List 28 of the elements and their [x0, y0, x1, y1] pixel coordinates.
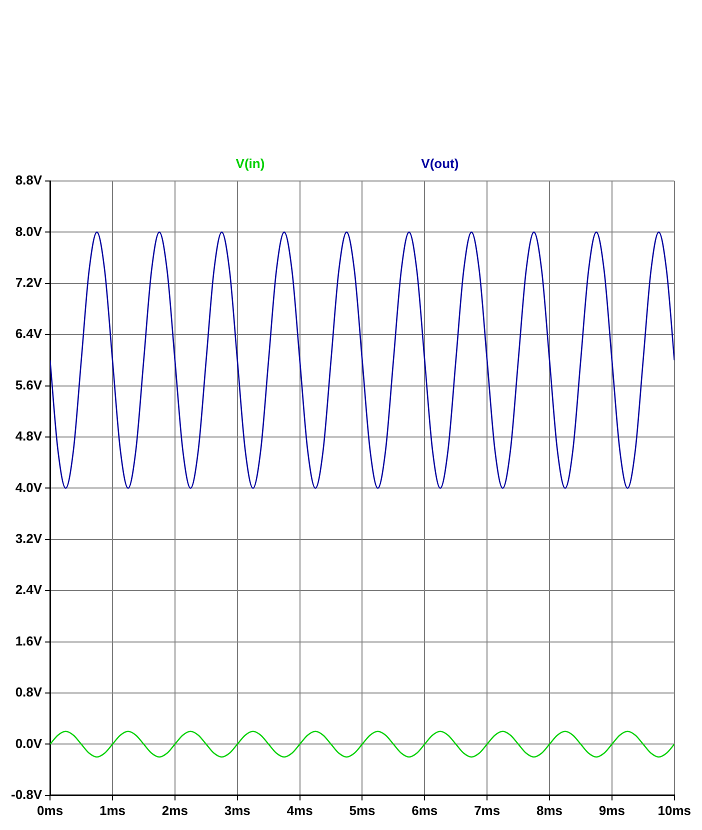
x-tick-label: 0ms: [37, 802, 64, 818]
text: V(out): [421, 156, 459, 172]
x-tick-label: 7ms: [474, 802, 500, 818]
y-tick-label: 8.8V: [15, 172, 42, 188]
y-tick-label: 1.6V: [15, 633, 42, 648]
y-tick-label: 8.0V: [15, 224, 42, 239]
line-series: [50, 730, 674, 758]
y-tick-label: 5.6V: [15, 377, 42, 392]
y-tick-label: 4.0V: [15, 480, 42, 495]
x-tick-label: 8ms: [536, 802, 563, 818]
y-tick-label: 2.4V: [15, 582, 42, 598]
x-tick-label: 5ms: [349, 802, 376, 818]
x-tick-label: 6ms: [412, 802, 438, 818]
y-tick-label: 4.8V: [15, 428, 42, 444]
x-tick-label: 9ms: [598, 802, 625, 818]
y-tick-label: 7.2V: [15, 274, 42, 290]
y-tick-label: 0.0V: [15, 736, 42, 751]
x-tick-label: 3ms: [224, 802, 250, 818]
x-tick-label: 2ms: [162, 802, 188, 818]
y-tick-label: 6.4V: [15, 326, 42, 342]
y-tick-label: -0.8V: [10, 786, 42, 802]
y-tick-label: 3.2V: [15, 530, 42, 546]
x-tick-label: 1ms: [99, 802, 126, 818]
text: V(in): [236, 156, 265, 172]
x-tick-label: 10ms: [658, 802, 691, 818]
y-tick-label: 0.8V: [15, 684, 42, 700]
line-series: [50, 232, 674, 489]
x-tick-label: 4ms: [286, 802, 313, 818]
